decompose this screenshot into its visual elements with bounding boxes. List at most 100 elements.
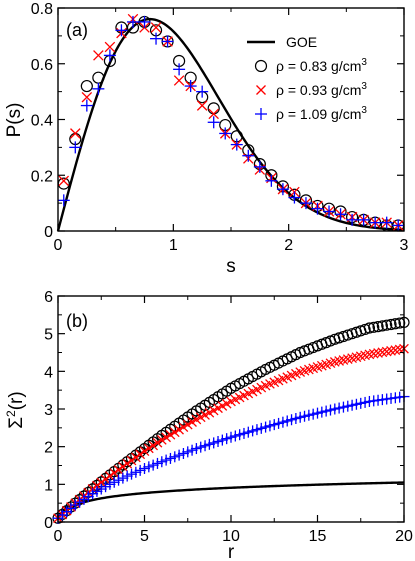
data-point xyxy=(207,116,220,129)
data-point xyxy=(92,82,105,95)
data-point xyxy=(307,408,319,420)
data-point xyxy=(74,496,86,508)
data-point xyxy=(225,431,237,443)
x-tick-label: 0 xyxy=(54,528,63,545)
data-point xyxy=(346,399,358,411)
data-point xyxy=(96,477,107,488)
data-point xyxy=(290,413,302,425)
data-point xyxy=(117,472,129,484)
data-point xyxy=(247,425,259,437)
data-point xyxy=(264,420,276,432)
data-point xyxy=(104,41,116,53)
data-point xyxy=(299,410,311,422)
data-point xyxy=(104,478,116,490)
data-point xyxy=(376,320,388,332)
data-point xyxy=(93,50,104,61)
data-point xyxy=(126,455,137,466)
data-point xyxy=(95,483,107,495)
y-tick-label: 0.4 xyxy=(31,113,53,130)
data-point xyxy=(139,463,150,475)
data-point xyxy=(203,438,215,450)
data-point xyxy=(389,318,401,330)
x-tick-label: 0 xyxy=(54,237,63,254)
data-point xyxy=(337,401,349,413)
data-point xyxy=(130,452,141,463)
data-point xyxy=(78,493,90,505)
data-point xyxy=(81,91,93,103)
data-point xyxy=(208,437,220,449)
panel-a-xlabel: s xyxy=(226,256,236,277)
data-point xyxy=(184,80,197,93)
legend-109-label: ρ = 1.09 g/cm3 xyxy=(276,105,367,122)
series-plus xyxy=(57,15,405,232)
data-point xyxy=(385,318,397,331)
series-circle xyxy=(57,15,405,232)
data-point xyxy=(234,429,246,441)
data-point xyxy=(118,461,128,472)
data-point xyxy=(242,149,255,162)
data-point xyxy=(350,398,362,410)
data-point xyxy=(161,432,171,443)
data-point xyxy=(392,219,405,232)
legend-goe-label: GOE xyxy=(286,34,317,50)
data-point xyxy=(70,128,81,139)
x-tick-label: 2 xyxy=(284,237,293,254)
y-tick-label: 2 xyxy=(44,440,53,457)
data-point xyxy=(199,440,211,452)
data-point xyxy=(100,481,112,493)
data-point xyxy=(286,414,298,426)
data-point xyxy=(173,449,185,461)
panel-b-xlabel: r xyxy=(228,542,235,561)
y-tick-label: 3 xyxy=(44,402,53,419)
x-tick-label: 1 xyxy=(169,237,178,254)
y-tick-label: 0.2 xyxy=(31,168,53,185)
panel-b-marks xyxy=(52,316,410,524)
data-point xyxy=(121,470,133,482)
data-point xyxy=(87,488,99,500)
data-point xyxy=(113,474,125,486)
data-point xyxy=(346,213,359,226)
data-point xyxy=(190,443,202,455)
data-point xyxy=(303,409,315,421)
data-point xyxy=(100,474,111,485)
data-point xyxy=(251,424,263,436)
data-point xyxy=(57,177,70,190)
data-point xyxy=(372,321,384,333)
x-tick-label: 3 xyxy=(400,237,409,254)
data-point xyxy=(174,424,184,435)
data-point xyxy=(103,49,116,62)
data-point xyxy=(130,466,142,478)
data-point xyxy=(329,403,341,415)
panel-b-ticks: 0 5 10 15 20 0 1 2 3 4 5 6 xyxy=(44,289,413,545)
data-point xyxy=(115,24,128,37)
series-x xyxy=(58,13,404,231)
data-point xyxy=(288,191,301,204)
data-point xyxy=(138,15,151,28)
data-point xyxy=(113,464,124,475)
y-tick-label: 5 xyxy=(44,327,53,344)
data-point xyxy=(255,422,267,434)
data-point xyxy=(82,491,94,503)
data-point xyxy=(242,426,254,438)
data-point xyxy=(359,323,371,336)
data-point xyxy=(323,205,336,218)
panel-b-label: (b) xyxy=(66,311,88,331)
data-point xyxy=(69,499,81,511)
data-point xyxy=(151,457,163,469)
data-point xyxy=(80,79,93,93)
data-point xyxy=(311,202,324,215)
data-point xyxy=(324,404,336,416)
data-point xyxy=(265,174,278,187)
data-point xyxy=(381,319,393,331)
y-tick-label: 0.6 xyxy=(31,57,53,74)
data-point xyxy=(260,421,272,433)
data-point xyxy=(196,85,209,98)
data-point xyxy=(135,449,146,460)
y-tick-label: 0 xyxy=(44,224,53,241)
data-point xyxy=(156,435,167,445)
data-point xyxy=(320,405,332,417)
data-point xyxy=(299,197,312,210)
data-point xyxy=(105,471,115,481)
panel-a-ticks: 0 1 2 3 0 0.2 0.4 0.6 0.8 xyxy=(31,1,409,254)
series-plus xyxy=(52,391,410,524)
